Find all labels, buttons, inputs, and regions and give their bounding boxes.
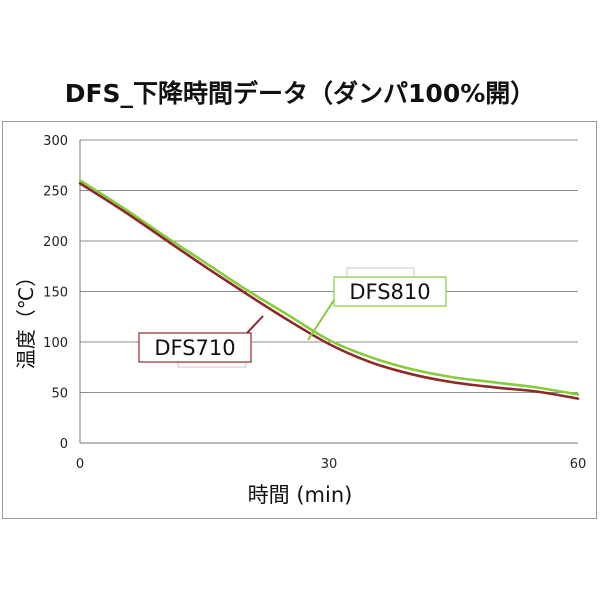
y-tick-label: 250 bbox=[43, 185, 68, 200]
series-label-dfs810: DFS810 bbox=[307, 267, 447, 341]
y-axis-label: 温度（℃） bbox=[14, 267, 38, 369]
series-line-dfs810 bbox=[78, 179, 580, 396]
label-leader-line bbox=[307, 299, 335, 341]
label-bracket bbox=[177, 362, 247, 368]
y-tick-label: 50 bbox=[51, 387, 68, 402]
series-label-dfs710: DFS710 bbox=[138, 315, 264, 368]
x-axis-label: 時間 (min) bbox=[248, 483, 353, 507]
x-tick-label: 60 bbox=[570, 457, 587, 472]
series-name-label: DFS710 bbox=[154, 336, 235, 360]
label-box bbox=[333, 276, 447, 307]
y-tick-label: 300 bbox=[43, 134, 68, 149]
chart-title: DFS_下降時間データ（ダンパ100%開） bbox=[64, 79, 536, 108]
label-box bbox=[138, 332, 252, 363]
y-tick-label: 200 bbox=[43, 235, 68, 250]
series-lines bbox=[78, 179, 580, 400]
series-name-label: DFS810 bbox=[349, 280, 430, 304]
axes bbox=[79, 140, 578, 444]
x-tick-label: 30 bbox=[321, 457, 338, 472]
label-bracket bbox=[346, 267, 415, 277]
y-tick-label: 0 bbox=[60, 437, 68, 452]
series-line-dfs710 bbox=[78, 182, 580, 400]
plot-frame bbox=[2, 121, 597, 519]
label-leader-line bbox=[246, 315, 264, 334]
y-tick-label: 150 bbox=[43, 286, 68, 301]
x-tick-label: 0 bbox=[76, 457, 84, 472]
series-labels: DFS710 DFS810 bbox=[138, 267, 447, 368]
y-tick-label: 100 bbox=[43, 336, 68, 351]
tick-labels: 0 50 100 150 200 250 300 0 30 60 bbox=[43, 134, 586, 472]
